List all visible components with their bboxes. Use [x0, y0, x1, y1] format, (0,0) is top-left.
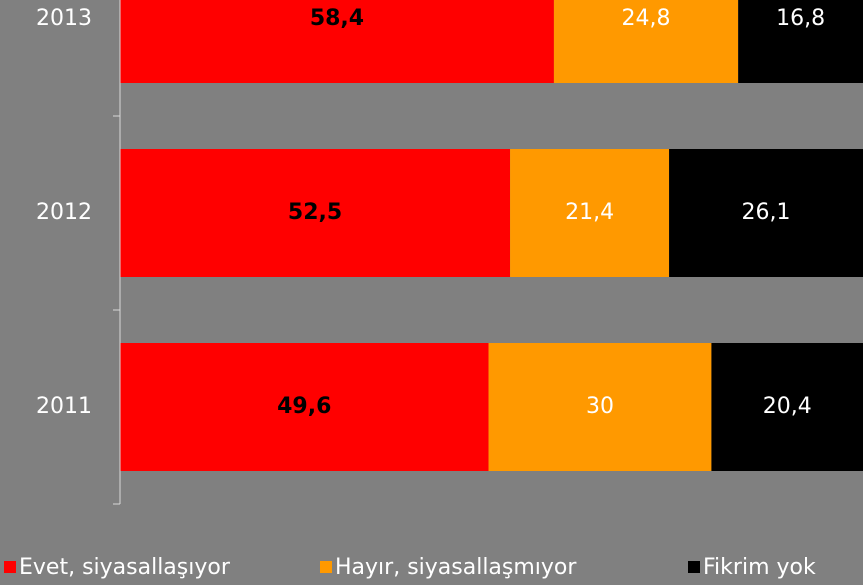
- legend-label: Evet, siyasallaşıyor: [19, 555, 231, 580]
- y-tick-label: 2011: [36, 394, 92, 419]
- legend-swatch: [4, 561, 16, 573]
- data-label: 49,6: [277, 394, 331, 419]
- legend-label: Fikrim yok: [703, 555, 816, 580]
- bar-segment: [510, 149, 670, 277]
- data-label: 58,4: [310, 6, 364, 31]
- bar-segment: [553, 0, 739, 83]
- y-tick-label: 2012: [36, 200, 92, 225]
- data-label: 24,8: [622, 6, 671, 31]
- bar-segment: [711, 343, 863, 471]
- data-label: 30: [586, 394, 614, 419]
- data-label: 20,4: [763, 394, 812, 419]
- legend-swatch: [688, 561, 700, 573]
- y-tick-label: 2013: [36, 6, 92, 31]
- legend-label: Hayır, siyasallaşmıyor: [335, 555, 577, 580]
- data-label: 26,1: [742, 200, 791, 225]
- bar-segment: [488, 343, 712, 471]
- bar-segment: [120, 149, 511, 277]
- bar-segment: [120, 343, 489, 471]
- data-label: 16,8: [776, 6, 825, 31]
- bar-segment: [738, 0, 863, 83]
- data-label: 21,4: [565, 200, 614, 225]
- bar-segment: [120, 0, 554, 83]
- data-label: 52,5: [288, 200, 342, 225]
- bar-segment: [669, 149, 863, 277]
- legend-swatch: [320, 561, 332, 573]
